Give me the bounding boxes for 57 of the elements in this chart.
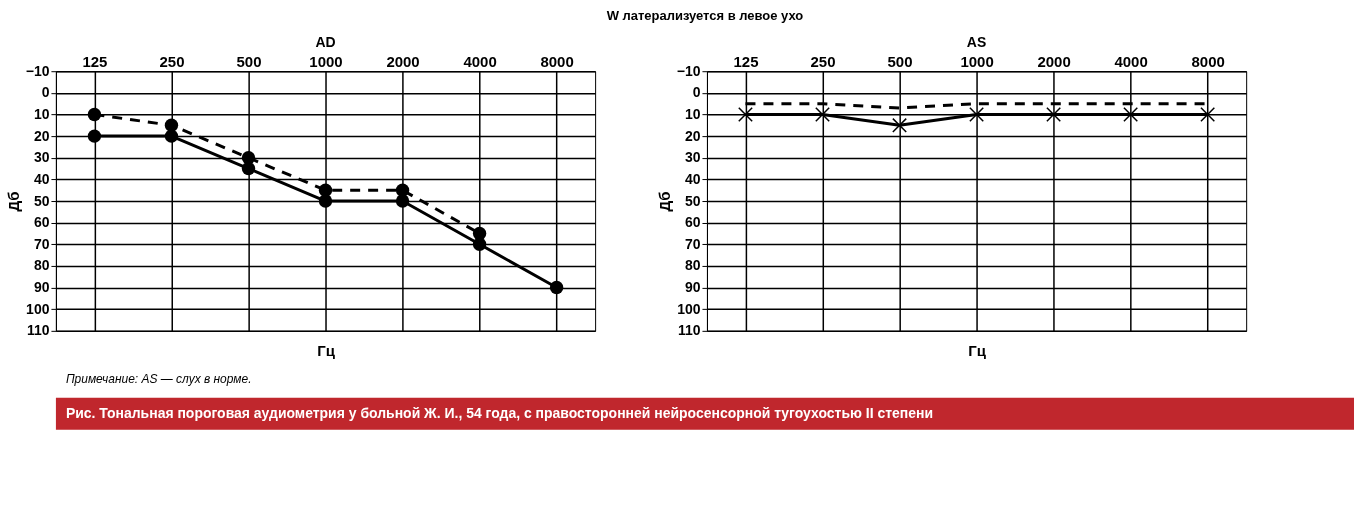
y-tick-label: 40 [33, 170, 50, 187]
x-tick-label: 2000 [1037, 52, 1071, 70]
x-tick-label: 125 [82, 52, 108, 70]
y-axis-title: Дб [655, 191, 673, 212]
x-tick-label: 125 [733, 52, 759, 70]
y-tick-label: 30 [33, 149, 50, 166]
y-tick-label: 0 [41, 84, 50, 101]
y-tick-label: 90 [684, 279, 701, 296]
point [549, 280, 564, 295]
x-tick-label: 8000 [1191, 52, 1225, 70]
x-axis-title: Гц [317, 342, 336, 360]
x-tick-label: 4000 [463, 52, 497, 70]
chart-title: AD [315, 34, 336, 51]
chart-title: AS [966, 34, 987, 51]
y-tick-label: 20 [33, 127, 50, 144]
y-tick-label: 60 [684, 214, 701, 231]
text: Рис. Тональная пороговая аудиометрия у больной Ж. И., 54 года, с правосторонней нейросенсорной тугоухостью II степени [65, 404, 934, 421]
y-tick-label: 50 [33, 192, 50, 209]
x-tick-label: 8000 [540, 52, 574, 70]
y-tick-label: 30 [684, 149, 701, 166]
y-tick-label: 20 [684, 127, 701, 144]
y-tick-label: 10 [33, 105, 50, 122]
x-tick-label: 500 [887, 52, 913, 70]
y-tick-label: 90 [33, 279, 50, 296]
y-tick-label: 0 [692, 84, 701, 101]
point [318, 183, 333, 197]
text: Примечание: AS — слух в норме. [65, 371, 252, 386]
x-tick-label: 1000 [309, 52, 343, 70]
y-tick-label: 80 [33, 257, 50, 274]
point [87, 129, 102, 143]
y-tick-label: 80 [684, 257, 701, 274]
y-tick-label: 40 [684, 170, 701, 187]
y-tick-label: 110 [677, 322, 701, 339]
x-tick-label: 250 [159, 52, 185, 70]
point [87, 107, 102, 122]
point [164, 118, 179, 132]
y-tick-label: 70 [684, 235, 701, 252]
y-tick-label: 100 [677, 300, 701, 317]
x-tick-label: 250 [810, 52, 836, 70]
y-axis-title: Дб [4, 191, 22, 212]
y-tick-label: 10 [684, 105, 701, 122]
point [241, 151, 256, 165]
y-tick-label: −10 [25, 62, 50, 79]
y-tick-label: 70 [33, 235, 50, 252]
y-tick-label: 50 [684, 192, 701, 209]
point [472, 226, 487, 241]
y-tick-label: −10 [676, 62, 701, 79]
x-tick-label: 2000 [386, 52, 420, 70]
x-tick-label: 1000 [960, 52, 994, 70]
y-tick-label: 110 [26, 322, 50, 339]
y-tick-label: 100 [26, 300, 50, 317]
text: W латерализуется в левое ухо [606, 8, 804, 24]
x-tick-label: 500 [236, 52, 262, 70]
x-tick-label: 4000 [1114, 52, 1148, 70]
y-tick-label: 60 [33, 214, 50, 231]
point [395, 183, 410, 197]
x-axis-title: Гц [968, 342, 987, 360]
